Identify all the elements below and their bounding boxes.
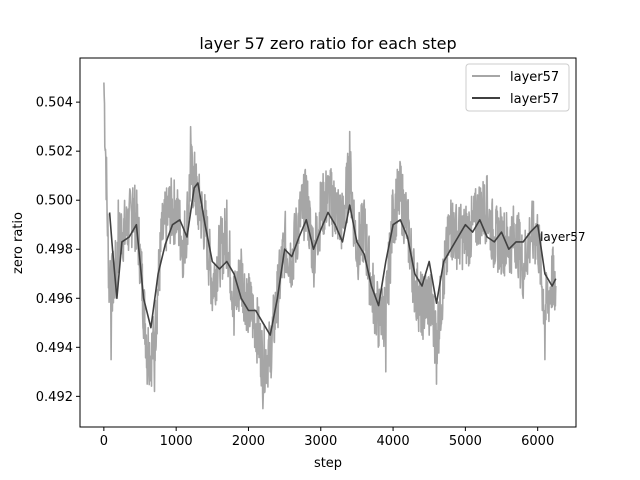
smoothed-series bbox=[108, 182, 557, 336]
legend-label-smoothed: layer57 bbox=[510, 92, 559, 107]
y-axis: 0.492 0.494 0.496 0.498 0.500 0.502 0.504 bbox=[36, 96, 80, 405]
raw-series-line bbox=[103, 82, 557, 410]
x-tick-label: 2000 bbox=[232, 434, 265, 449]
smoothed-series-line bbox=[108, 182, 557, 336]
x-tick-label: 4000 bbox=[377, 434, 410, 449]
y-tick-label: 0.494 bbox=[36, 341, 73, 356]
series-end-label: layer57 bbox=[540, 230, 585, 244]
x-tick-label: 0 bbox=[100, 434, 108, 449]
legend-label-raw: layer57 bbox=[510, 70, 559, 85]
chart-title: layer 57 zero ratio for each step bbox=[199, 34, 456, 53]
x-axis-title: step bbox=[314, 456, 342, 471]
y-tick-label: 0.498 bbox=[36, 243, 73, 258]
x-tick-label: 3000 bbox=[304, 434, 337, 449]
y-tick-label: 0.502 bbox=[36, 145, 73, 160]
legend: layer57 layer57 bbox=[465, 63, 570, 112]
x-axis: 0 1000 2000 3000 4000 5000 6000 bbox=[100, 427, 554, 449]
x-tick-label: 1000 bbox=[160, 434, 193, 449]
raw-series bbox=[103, 82, 557, 410]
y-tick-label: 0.496 bbox=[36, 292, 73, 307]
plot-frame bbox=[79, 57, 577, 428]
x-tick-label: 6000 bbox=[521, 434, 554, 449]
y-tick-label: 0.500 bbox=[36, 194, 73, 209]
x-tick-label: 5000 bbox=[449, 434, 482, 449]
y-axis-title: zero ratio bbox=[11, 212, 26, 274]
y-tick-label: 0.504 bbox=[36, 96, 73, 111]
y-tick-label: 0.492 bbox=[36, 390, 73, 405]
